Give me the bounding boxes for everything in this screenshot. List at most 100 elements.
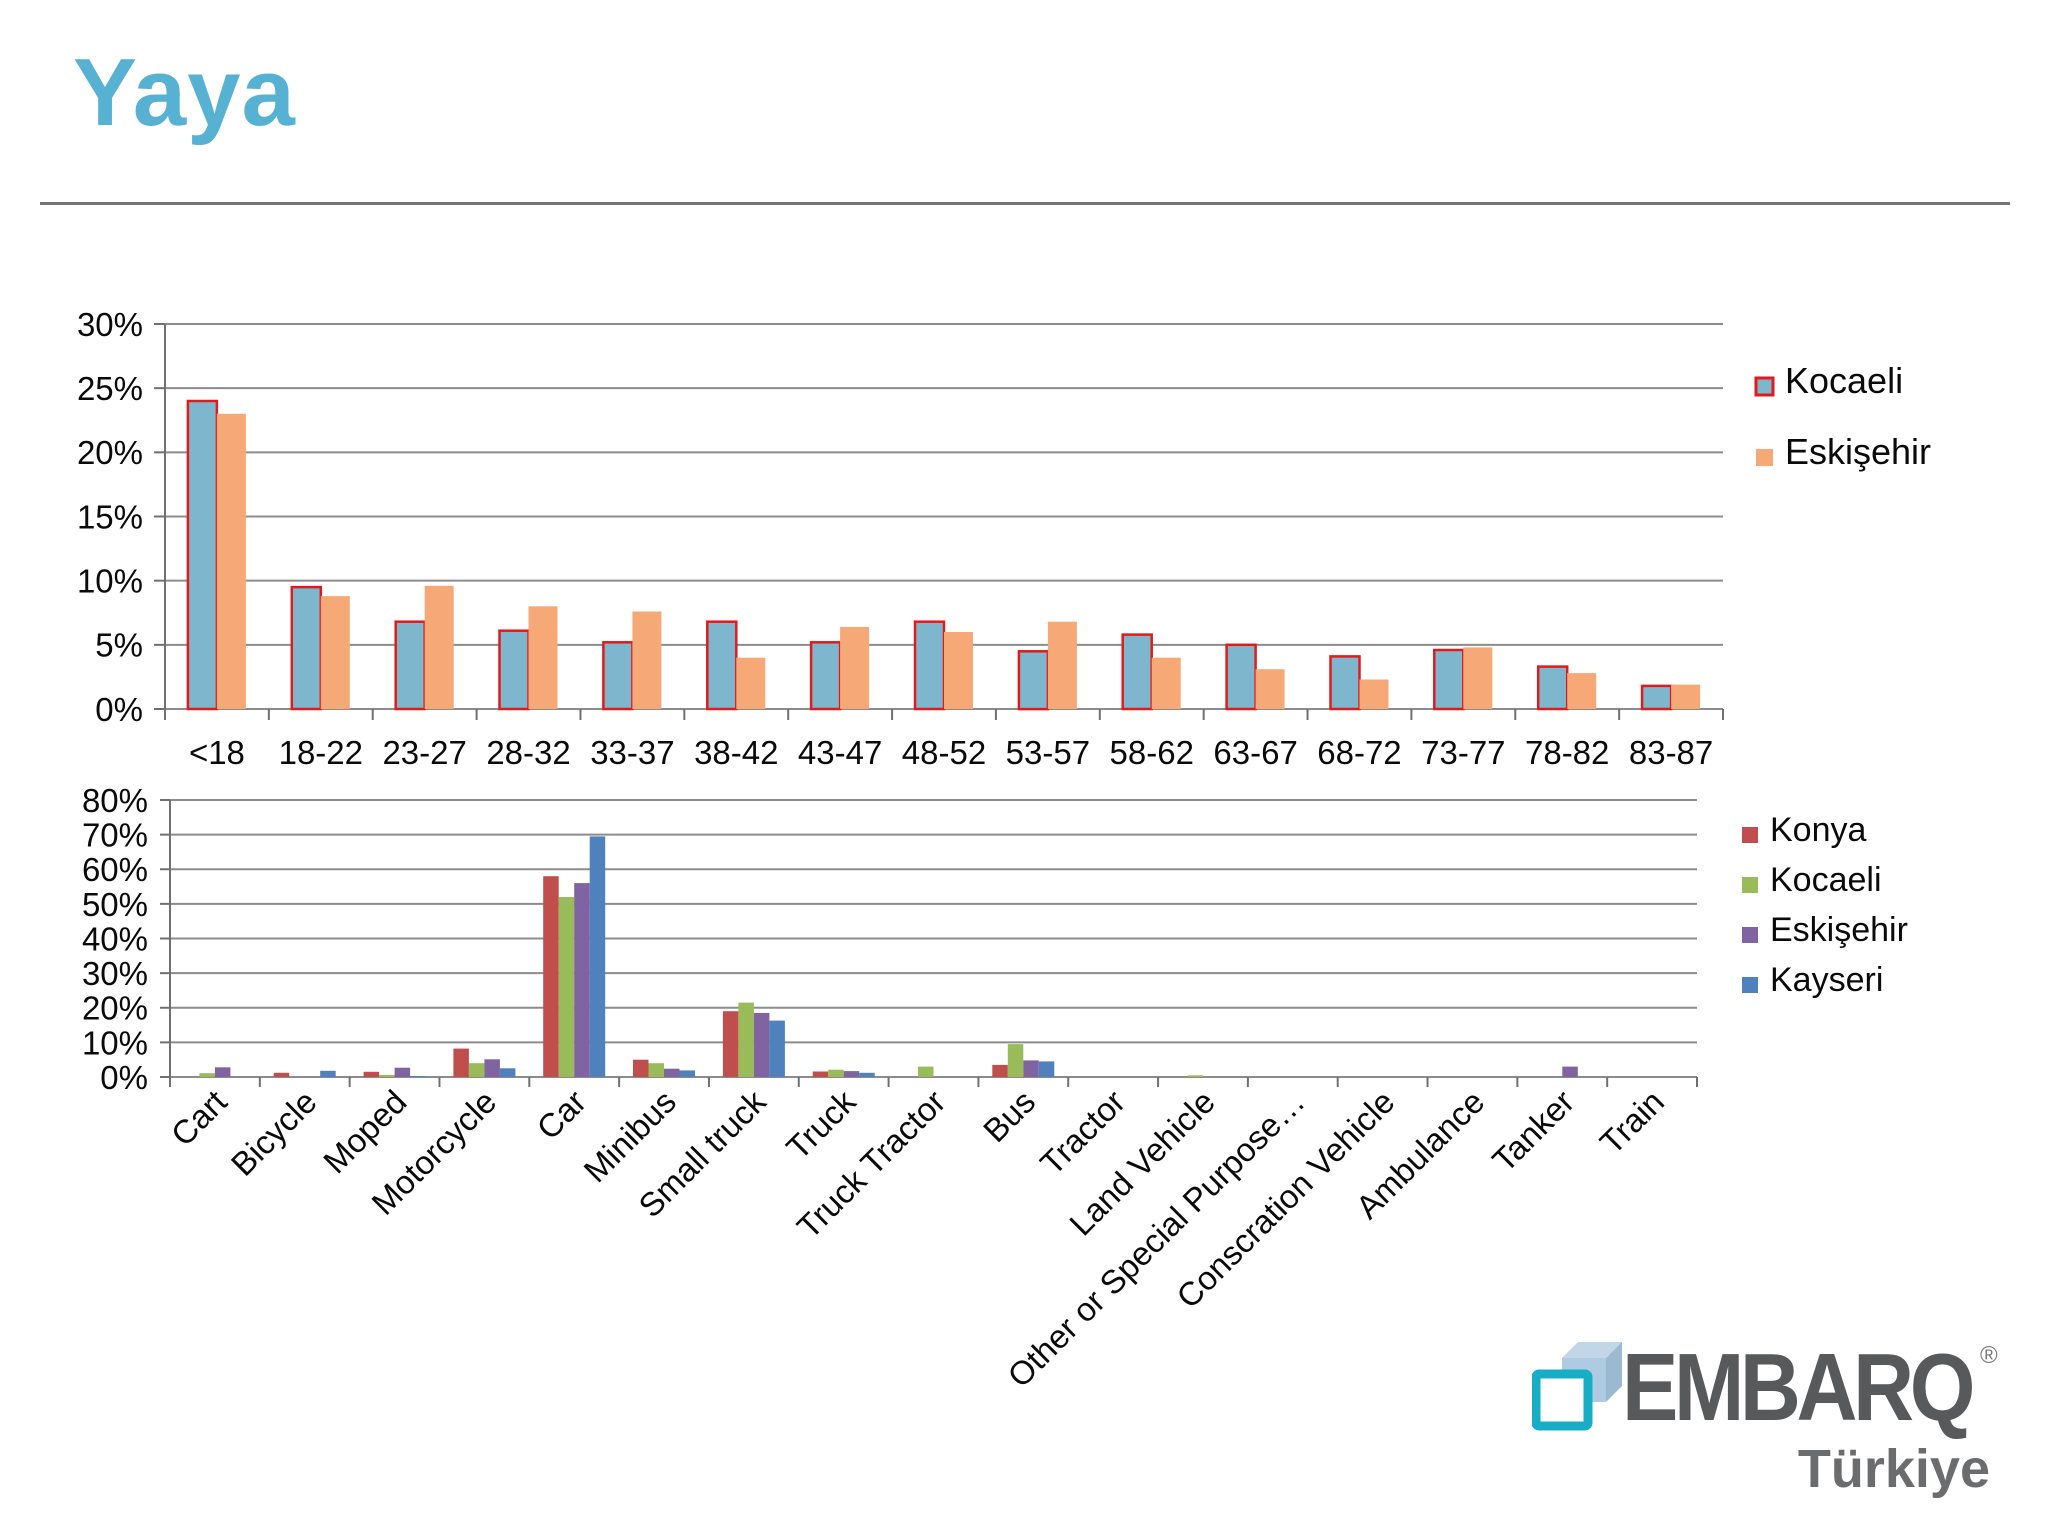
- bar-kocaeli-truck-tractor: [918, 1066, 934, 1077]
- x-category-label: 28-32: [486, 734, 570, 771]
- bar-konya-car: [543, 876, 559, 1077]
- bar-eski-ehir-bus: [1023, 1060, 1039, 1077]
- x-category-label: Car: [529, 1083, 593, 1147]
- y-tick-label: 5%: [95, 627, 143, 664]
- x-category-label: 18-22: [279, 734, 363, 771]
- bar-eski-ehir-83-87: [1671, 684, 1701, 709]
- bar-kayseri-bus: [1038, 1061, 1055, 1077]
- x-category-label: <18: [189, 734, 245, 771]
- vehicle-type-distribution-chart: 0%10%20%30%40%50%60%70%80%CartBicycleMop…: [82, 782, 1908, 1394]
- bar-kocaeli-minibus: [648, 1063, 664, 1077]
- x-category-label: Bus: [976, 1083, 1042, 1149]
- y-tick-label: 15%: [77, 498, 143, 535]
- bar-konya-moped: [363, 1071, 380, 1077]
- bar-eski-ehir-<18: [216, 413, 246, 709]
- bar-eski-ehir-minibus: [664, 1068, 680, 1077]
- bar-konya-bus: [992, 1064, 1008, 1077]
- bar-eski-ehir-28-32: [528, 606, 558, 709]
- bar-eski-ehir-63-67: [1255, 669, 1285, 709]
- bar-eski-ehir-moped: [394, 1067, 411, 1077]
- bar-kocaeli-bus: [1007, 1044, 1024, 1077]
- logo-brand-text: EMBARQ: [1622, 1334, 1975, 1441]
- y-tick-label: 20%: [77, 434, 143, 471]
- bar-kocaeli-73-77: [1433, 648, 1465, 711]
- bar-eski-ehir-18-22: [320, 596, 350, 709]
- cube-right-face: [1606, 1342, 1622, 1402]
- x-category-label: 43-47: [798, 734, 882, 771]
- bar-kocaeli-68-72: [1329, 655, 1361, 711]
- title-divider: [40, 202, 2010, 205]
- y-tick-label: 50%: [82, 886, 148, 923]
- bar-eski-ehir-33-37: [632, 611, 662, 709]
- x-category-label: 33-37: [590, 734, 674, 771]
- bar-kayseri-truck: [859, 1072, 875, 1077]
- bar-kayseri-motorcycle: [499, 1068, 516, 1077]
- bar-kocaeli-43-47: [809, 641, 842, 711]
- legend-swatch-eski-ehir: [1756, 449, 1773, 466]
- y-tick-label: 60%: [82, 851, 148, 888]
- bar-konya-bicycle: [273, 1072, 290, 1077]
- legend-swatch-konya: [1742, 827, 1758, 843]
- legend-label-kocaeli: Kocaeli: [1770, 861, 1882, 899]
- bar-kocaeli-small-truck: [738, 1002, 754, 1077]
- bar-eski-ehir-58-62: [1151, 657, 1181, 709]
- y-tick-label: 10%: [77, 563, 143, 600]
- y-tick-label: 10%: [82, 1024, 148, 1061]
- bar-eski-ehir-tanker: [1562, 1066, 1578, 1077]
- legend-swatch-eski-ehir: [1742, 927, 1758, 943]
- y-tick-label: 0%: [100, 1059, 148, 1096]
- bar-kayseri-car: [589, 836, 606, 1077]
- bar-eski-ehir-78-82: [1567, 673, 1597, 709]
- x-category-label: Tanker: [1485, 1083, 1581, 1179]
- legend-label-konya: Konya: [1770, 811, 1866, 849]
- bar-eski-ehir-53-57: [1047, 621, 1077, 709]
- x-category-label: 63-67: [1213, 734, 1297, 771]
- x-category-label: 38-42: [694, 734, 778, 771]
- bar-kocaeli-land-vehicle: [1187, 1075, 1203, 1077]
- x-category-label: 78-82: [1525, 734, 1609, 771]
- bar-eski-ehir-48-52: [944, 632, 973, 709]
- y-tick-label: 20%: [82, 990, 148, 1027]
- bar-eski-ehir-car: [574, 883, 590, 1077]
- x-category-label: 73-77: [1421, 734, 1505, 771]
- legend-label-eski-ehir: Eskişehir: [1770, 911, 1908, 949]
- legend-swatch-kocaeli: [1742, 877, 1758, 893]
- embarq-logo: EMBARQ ® Türkiye: [1528, 1330, 2008, 1510]
- bar-kocaeli-38-42: [706, 620, 738, 711]
- bar-eski-ehir-motorcycle: [484, 1059, 500, 1077]
- bar-kocaeli-cart: [199, 1073, 215, 1077]
- embarq-cube-icon: [1532, 1342, 1622, 1431]
- bar-konya-small-truck: [722, 1011, 739, 1077]
- y-tick-label: 80%: [82, 782, 148, 819]
- bar-eski-ehir-68-72: [1359, 679, 1389, 709]
- x-category-label: 23-27: [382, 734, 466, 771]
- legend-label-kocaeli: Kocaeli: [1785, 360, 1903, 401]
- bar-kocaeli-car: [558, 897, 575, 1077]
- bar-eski-ehir-small-truck: [753, 1012, 770, 1077]
- bar-kayseri-moped: [410, 1076, 426, 1077]
- bar-eski-ehir-38-42: [736, 657, 766, 709]
- bar-kocaeli-<18: [186, 399, 219, 711]
- bar-eski-ehir-23-27: [424, 585, 454, 709]
- x-category-label: 83-87: [1629, 734, 1713, 771]
- bar-kocaeli-28-32: [498, 629, 530, 711]
- logo-country-text: Türkiye: [1797, 1439, 1990, 1499]
- registered-mark: ®: [1980, 1342, 1998, 1369]
- bar-kayseri-minibus: [679, 1070, 695, 1077]
- x-category-label: 58-62: [1110, 734, 1194, 771]
- x-category-label: 68-72: [1317, 734, 1401, 771]
- bar-kocaeli-78-82: [1536, 665, 1569, 711]
- y-tick-label: 40%: [82, 920, 148, 957]
- legend-label-eski-ehir: Eskişehir: [1785, 431, 1931, 472]
- bar-eski-ehir-truck: [843, 1071, 860, 1077]
- y-tick-label: 25%: [77, 370, 143, 407]
- bar-eski-ehir-cart: [214, 1067, 231, 1077]
- bar-konya-truck: [812, 1071, 829, 1077]
- pedestrian-age-distribution-chart: 0% 5% 10% 15% 20% 25% 30% <18 18-22 23-27 28-32 33-…: [77, 306, 1931, 771]
- bar-eski-ehir-43-47: [840, 626, 870, 709]
- x-category-label: Bicycle: [224, 1083, 324, 1183]
- bar-kayseri-small-truck: [769, 1020, 785, 1077]
- bar-konya-minibus: [633, 1059, 649, 1077]
- x-category-label: Cart: [164, 1083, 234, 1153]
